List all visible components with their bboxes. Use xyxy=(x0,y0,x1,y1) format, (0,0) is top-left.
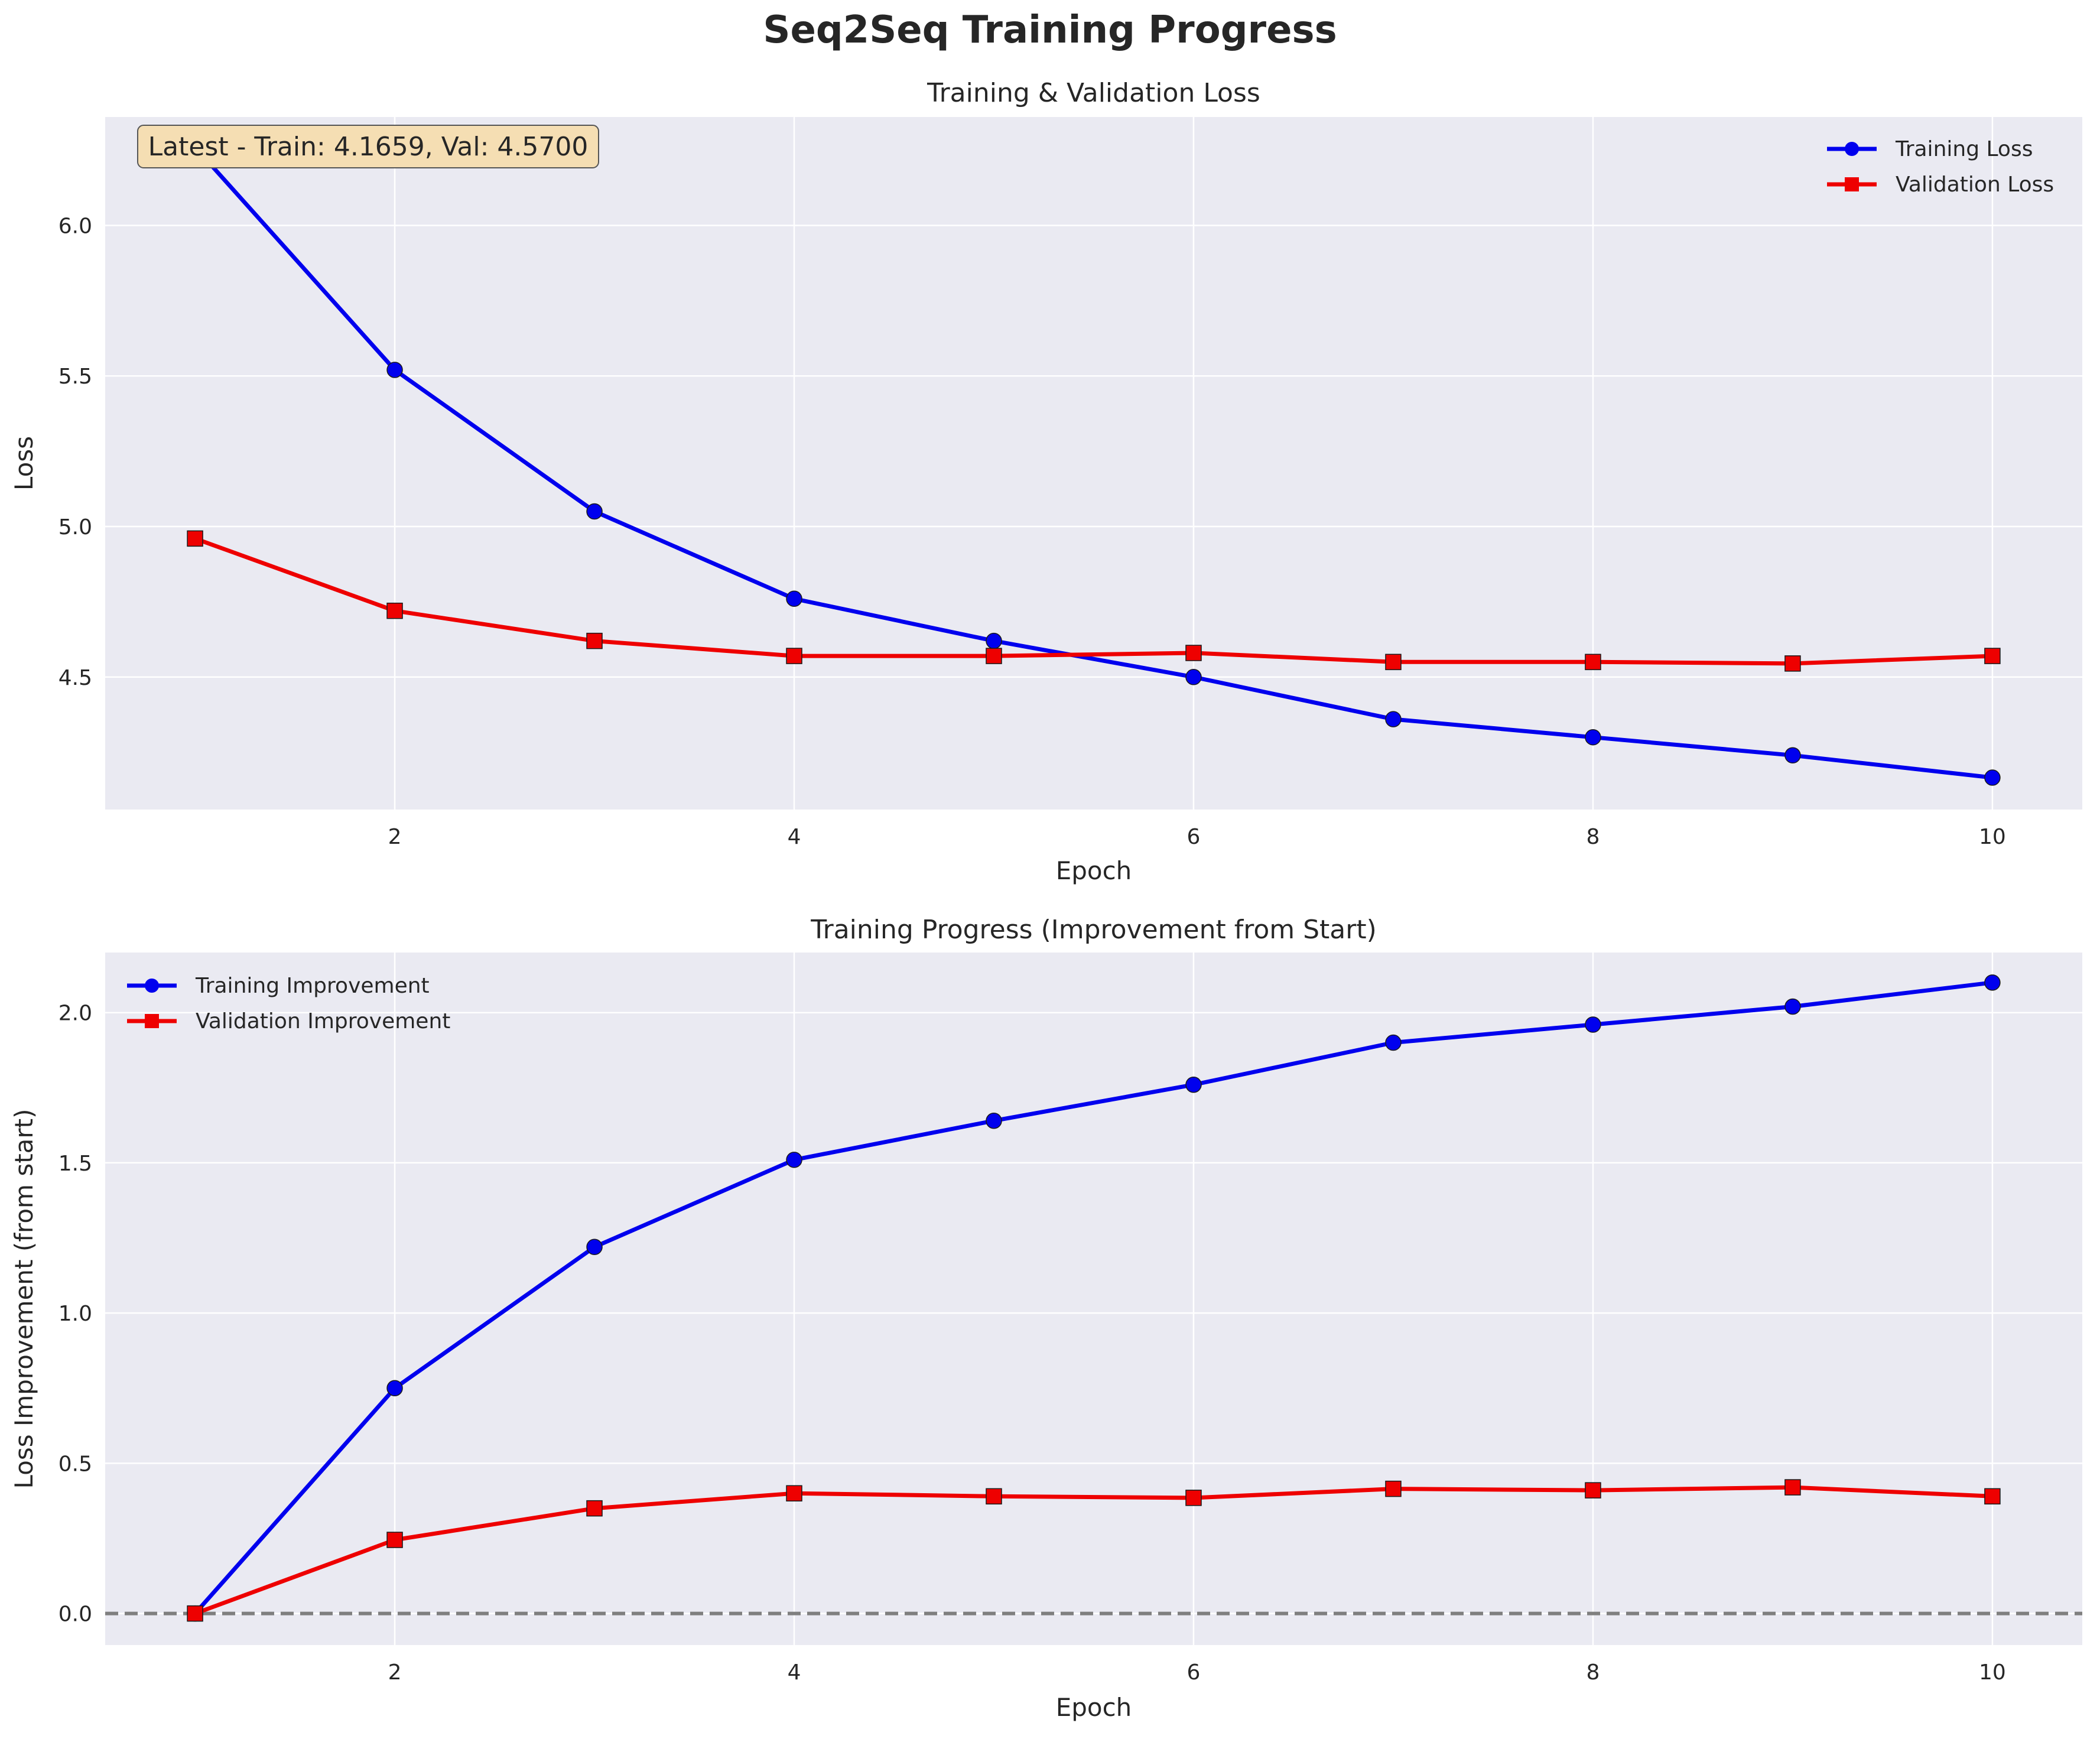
data-point xyxy=(786,1152,802,1168)
data-point xyxy=(986,1488,1002,1505)
data-point xyxy=(786,1485,802,1501)
plot-area xyxy=(105,117,2082,810)
x-axis-label: Epoch xyxy=(1056,1693,1132,1722)
y-tick-label: 5.5 xyxy=(58,365,92,389)
x-tick-label: 2 xyxy=(388,825,402,849)
series-line-training xyxy=(193,980,1993,1615)
annotation-box xyxy=(137,125,599,168)
x-tick-label: 10 xyxy=(1979,1660,2006,1685)
data-point xyxy=(1984,1488,2001,1505)
y-tick-label: 1.0 xyxy=(58,1302,92,1326)
y-tick-label: 2.0 xyxy=(58,1002,92,1026)
x-tick-label: 4 xyxy=(788,1660,801,1685)
data-point xyxy=(986,1112,1002,1129)
legend-marker xyxy=(1845,142,1859,156)
data-point xyxy=(386,1380,403,1397)
x-tick-label: 6 xyxy=(1187,1660,1201,1685)
data-point xyxy=(1984,769,2001,786)
data-point xyxy=(586,1500,603,1517)
data-point xyxy=(1385,654,1402,671)
x-axis-label: Epoch xyxy=(1056,856,1132,885)
x-tick-label: 10 xyxy=(1979,825,2006,849)
data-point xyxy=(386,1532,403,1548)
data-point xyxy=(1585,1016,1601,1033)
chart-title: Training & Validation Loss xyxy=(927,78,1260,108)
series-line-training xyxy=(193,145,1993,780)
data-point xyxy=(586,632,603,649)
data-point xyxy=(1185,669,1202,685)
data-point xyxy=(1585,654,1601,671)
data-point xyxy=(1385,711,1402,727)
x-tick-label: 2 xyxy=(388,1660,402,1685)
legend-marker xyxy=(1845,177,1859,191)
x-tick-label: 8 xyxy=(1586,1660,1600,1685)
y-tick-label: 1.5 xyxy=(58,1152,92,1176)
data-point xyxy=(1585,1482,1601,1499)
y-tick-label: 4.5 xyxy=(58,666,92,690)
plot-area xyxy=(105,953,2082,1645)
legend-label: Training Loss xyxy=(1895,137,2033,161)
data-point xyxy=(1984,648,2001,664)
loss-chart: 2 4 6 8 10 4.5 5.0 5.5 6.0 Training & Validation … xyxy=(9,78,2082,885)
figure-title: Seq2Seq Training Progress xyxy=(763,8,1337,52)
data-point xyxy=(1385,1034,1402,1051)
data-point xyxy=(986,632,1002,649)
data-point xyxy=(1185,645,1202,661)
x-tick-label: 4 xyxy=(788,825,801,849)
data-point xyxy=(1784,655,1801,672)
data-point xyxy=(586,503,603,520)
data-point xyxy=(386,602,403,619)
data-point xyxy=(1585,729,1601,746)
y-tick-label: 0.5 xyxy=(58,1452,92,1476)
data-point xyxy=(187,1605,203,1622)
data-point xyxy=(1784,1479,1801,1496)
legend-marker xyxy=(145,979,159,993)
legend-label: Training Improvement xyxy=(195,974,430,998)
y-axis-label: Loss Improvement (from start) xyxy=(9,1109,38,1488)
data-point xyxy=(986,648,1002,664)
legend-label: Validation Improvement xyxy=(196,1009,450,1033)
series-line-validation xyxy=(194,537,1993,666)
data-point xyxy=(1185,1076,1202,1093)
y-tick-label: 5.0 xyxy=(58,515,92,539)
y-tick-label: 6.0 xyxy=(58,214,92,238)
data-point xyxy=(786,648,802,664)
data-point xyxy=(586,1239,603,1256)
annotation-text: Latest - Train: 4.1659, Val: 4.5700 xyxy=(148,132,589,162)
data-point xyxy=(187,530,203,547)
y-tick-label: 0.0 xyxy=(58,1603,92,1627)
data-point xyxy=(1784,747,1801,764)
x-tick-label: 8 xyxy=(1586,825,1600,849)
x-tick-label: 6 xyxy=(1187,825,1201,849)
data-point xyxy=(786,590,802,607)
data-point xyxy=(1185,1490,1202,1506)
data-point xyxy=(386,362,403,378)
series-line-validation xyxy=(194,1485,1993,1616)
improvement-chart: 2 4 6 8 10 0.0 0.5 1.0 1.5 2.0 Training Progress (… xyxy=(9,915,2082,1722)
data-point xyxy=(1784,998,1801,1015)
data-point xyxy=(1984,974,2001,991)
chart-title: Training Progress (Improvement from Star… xyxy=(810,915,1377,945)
y-axis-label: Loss xyxy=(9,436,38,490)
legend-label: Validation Loss xyxy=(1896,173,2054,197)
data-point xyxy=(1385,1480,1402,1497)
legend-marker xyxy=(145,1014,159,1028)
